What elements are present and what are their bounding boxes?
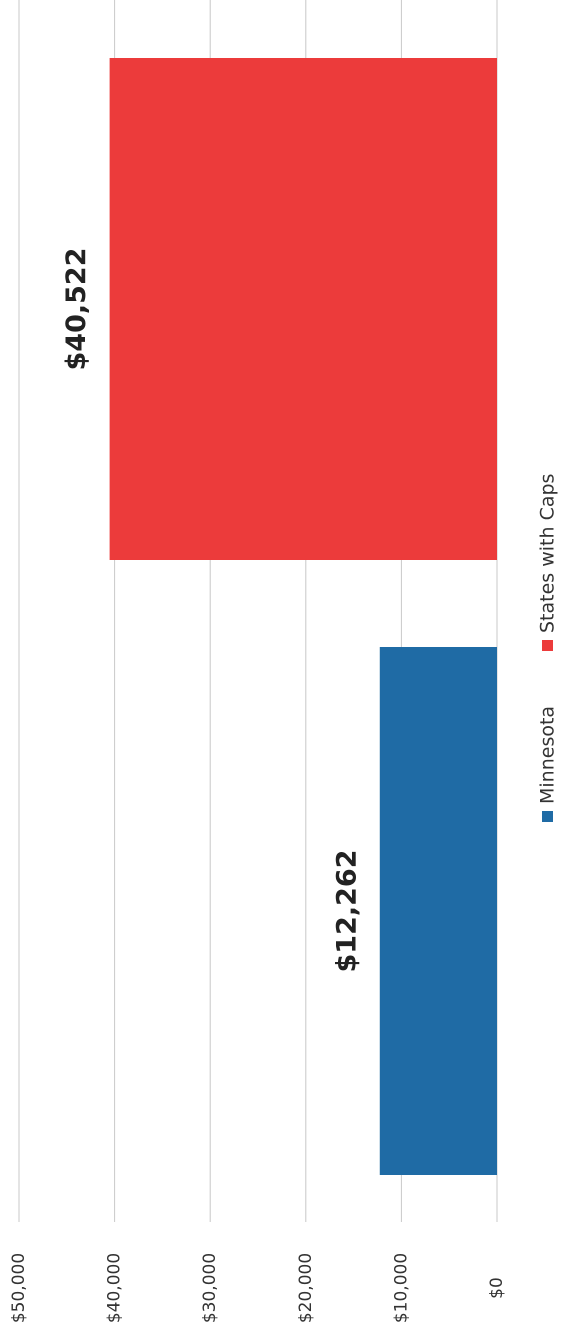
tick-label: $0 <box>487 1277 507 1299</box>
bar-minnesota <box>379 647 497 1175</box>
bars <box>109 58 497 1175</box>
legend-label: Minnesota <box>537 706 559 804</box>
axis-tick-labels: $0 $10,000 $20,000 $30,000 $40,000 $50,000 <box>9 1253 507 1323</box>
bar-states-with-caps <box>109 58 497 560</box>
tick-label: $30,000 <box>200 1253 220 1323</box>
legend-swatch <box>542 640 553 651</box>
tick-label: $20,000 <box>296 1253 316 1323</box>
tick-label: $40,000 <box>105 1253 125 1323</box>
legend-label: States with Caps <box>537 474 559 633</box>
legend: Minnesota States with Caps <box>537 474 559 822</box>
legend-swatch <box>542 811 553 822</box>
data-label: $40,522 <box>61 248 92 371</box>
tick-label: $50,000 <box>9 1253 29 1323</box>
data-label: $12,262 <box>331 850 362 973</box>
tick-label: $10,000 <box>391 1253 411 1323</box>
data-labels: $12,262 $40,522 <box>61 248 362 973</box>
